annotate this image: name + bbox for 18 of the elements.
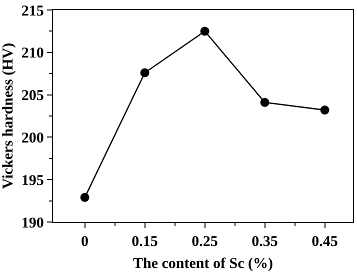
- point: [140, 68, 150, 78]
- y-axis-title: Vickers hardness (HV): [0, 42, 17, 190]
- point: [320, 106, 330, 115]
- x-axis-title: The content of Sc (%): [133, 256, 273, 272]
- point: [200, 26, 210, 36]
- x-tick-label: 0.45: [312, 234, 338, 250]
- y-tick-label: 195: [21, 172, 44, 189]
- x-tick-label: 0.35: [252, 234, 278, 250]
- y-tick-label: 190: [21, 215, 44, 232]
- x-tick-label: 0.15: [132, 234, 158, 250]
- x-tick-label: 0: [81, 234, 89, 250]
- y-tick-label: 210: [21, 46, 44, 62]
- y-tick-label: 205: [21, 88, 44, 104]
- point: [80, 192, 90, 202]
- point: [260, 98, 270, 107]
- x-tick-label: 0.25: [192, 234, 218, 250]
- y-tick-label: 200: [21, 130, 44, 146]
- y-tick-label: 215: [21, 3, 44, 20]
